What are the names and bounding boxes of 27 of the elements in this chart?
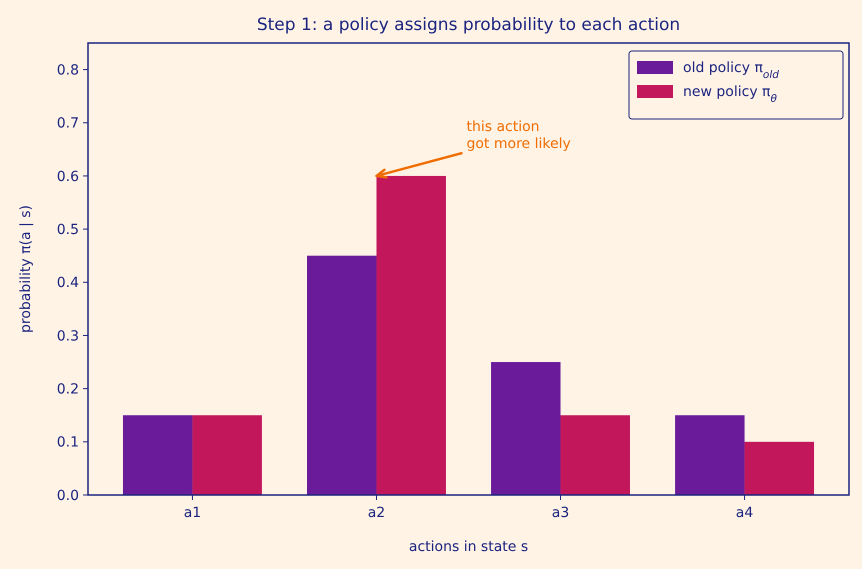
bar [744, 442, 814, 495]
y-tick-label: 0.0 [56, 488, 79, 504]
chart-title: Step 1: a policy assigns probability to each action [256, 15, 680, 35]
y-tick-label: 0.8 [56, 62, 79, 78]
bar [675, 415, 745, 495]
y-tick-label: 0.6 [56, 168, 80, 185]
legend-label: old policy π$_{old}$ [683, 60, 780, 81]
y-tick-label: 0.4 [56, 275, 80, 292]
y-tick-label: 0.7 [56, 116, 79, 132]
y-axis-title: probability π(a | s) [18, 205, 34, 333]
bar [122, 415, 192, 495]
bar [376, 176, 446, 495]
bar [491, 362, 561, 495]
y-tick-label: 0.5 [56, 222, 79, 238]
x-axis-title: actions in state s [408, 539, 528, 555]
bar [560, 415, 630, 495]
x-tick-label: a2 [368, 505, 386, 521]
bar [192, 415, 262, 495]
y-tick-label: 0.3 [56, 328, 79, 344]
annotation: this action got more likely [466, 118, 571, 152]
x-tick-label: a1 [184, 505, 202, 521]
bar [307, 256, 376, 495]
x-tick-label: a4 [736, 505, 754, 521]
y-tick-label: 0.2 [56, 382, 79, 398]
legend-label: new policy π$_{θ}$ [683, 84, 778, 105]
x-tick-label: a3 [552, 505, 570, 521]
y-tick-label: 0.1 [56, 434, 79, 451]
